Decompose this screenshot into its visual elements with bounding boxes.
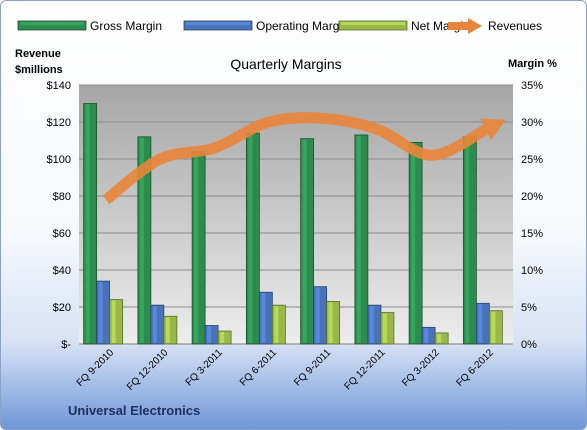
right-tick-label: 30% bbox=[521, 117, 543, 129]
operating-margin-bar bbox=[475, 302, 490, 345]
operating-margin-bar-highlight bbox=[315, 287, 320, 343]
legend: Gross Margin Operating Margin Net Margin Re… bbox=[17, 18, 542, 34]
operating-margin-bar bbox=[367, 304, 382, 345]
x-tick-label: FQ 3-2012 bbox=[400, 347, 442, 389]
revenue-arrowhead bbox=[480, 118, 506, 141]
legend-swatch-net-margin bbox=[338, 20, 408, 31]
operating-margin-bar bbox=[204, 325, 219, 345]
net-margin-bar-highlight bbox=[382, 313, 387, 343]
gross-margin-bar-highlight bbox=[85, 104, 90, 343]
gross-margin-bar bbox=[354, 134, 369, 345]
right-tick-label: 20% bbox=[521, 191, 543, 203]
operating-margin-bar bbox=[421, 326, 436, 345]
x-tick-label: FQ 6-2012 bbox=[454, 347, 496, 389]
right-axis-ticks: 0% 5% 10% 15% 20% 25% 30% 35% bbox=[521, 80, 543, 351]
legend-swatch-highlight-gross-margin bbox=[20, 22, 84, 25]
net-margin-bar-highlight bbox=[165, 317, 170, 343]
operating-margin-bar-highlight bbox=[207, 326, 212, 343]
net-margin-bar bbox=[380, 312, 395, 345]
operating-margin-bar-highlight bbox=[424, 328, 429, 343]
x-tick-label: FQ 12-2011 bbox=[343, 347, 388, 392]
legend-swatch-highlight-net-margin bbox=[341, 22, 405, 25]
legend-label-gross-margin: Gross Margin bbox=[90, 19, 162, 33]
x-tick-label: FQ 9-2011 bbox=[292, 347, 333, 388]
operating-margin-bar bbox=[258, 291, 273, 345]
operating-margin-bar bbox=[96, 280, 111, 345]
legend-swatch-operating-margin bbox=[183, 20, 253, 31]
gross-margin-bar-highlight bbox=[248, 134, 253, 343]
x-tick-label: FQ 3-2011 bbox=[184, 347, 225, 388]
right-tick-label: 15% bbox=[521, 228, 543, 240]
gross-margin-bar-highlight bbox=[411, 143, 416, 343]
net-margin-bar-highlight bbox=[437, 333, 442, 343]
left-axis-ticks: $- $20 $40 $60 $80 $100 $120 $140 bbox=[47, 80, 72, 351]
right-tick-label: 5% bbox=[521, 302, 537, 314]
right-axis-label: Margin % bbox=[508, 58, 557, 70]
operating-margin-bar bbox=[150, 304, 165, 345]
gross-margin-bar bbox=[191, 151, 206, 345]
revenue-line bbox=[102, 112, 506, 205]
left-tick-label: $140 bbox=[47, 80, 71, 92]
gross-margin-bar-highlight bbox=[194, 152, 199, 343]
left-axis-label-line2: $millions bbox=[15, 64, 63, 76]
left-tick-label: $- bbox=[61, 339, 71, 351]
legend-arrow-revenues bbox=[468, 18, 482, 34]
net-margin-bar-highlight bbox=[274, 306, 279, 343]
net-margin-bar bbox=[217, 330, 232, 345]
gross-margin-bar bbox=[300, 138, 315, 345]
net-margin-bar bbox=[109, 299, 124, 345]
left-tick-label: $100 bbox=[47, 154, 71, 166]
gross-margin-bar-highlight bbox=[139, 137, 144, 343]
right-tick-label: 0% bbox=[521, 339, 537, 351]
right-tick-label: 25% bbox=[521, 154, 543, 166]
net-margin-bar-highlight bbox=[111, 300, 116, 343]
net-margin-bar bbox=[163, 315, 178, 345]
gross-margin-bar bbox=[245, 132, 260, 345]
operating-margin-bar-highlight bbox=[98, 282, 103, 343]
chart-title: Quarterly Margins bbox=[230, 56, 341, 72]
legend-swatch-gross-margin bbox=[17, 20, 87, 31]
net-margin-bar bbox=[488, 310, 503, 345]
bars bbox=[83, 103, 503, 345]
gross-margin-bar bbox=[408, 141, 423, 345]
net-margin-bar-highlight bbox=[491, 311, 496, 343]
footer-title: Universal Electronics bbox=[68, 403, 201, 418]
revenue-line-path bbox=[102, 112, 489, 205]
left-tick-label: $20 bbox=[53, 302, 71, 314]
gross-margin-bar-highlight bbox=[465, 137, 470, 343]
operating-margin-bar-highlight bbox=[369, 306, 374, 343]
x-tick-label: FQ 9-2010 bbox=[75, 347, 117, 389]
gross-margin-bar-highlight bbox=[356, 135, 361, 343]
operating-margin-bar bbox=[313, 286, 328, 345]
net-margin-bar-highlight bbox=[220, 332, 225, 343]
legend-swatch-highlight-operating-margin bbox=[186, 22, 250, 25]
right-tick-label: 35% bbox=[521, 80, 543, 92]
net-margin-bar bbox=[326, 301, 341, 345]
left-tick-label: $60 bbox=[53, 228, 71, 240]
gross-margin-bar bbox=[83, 103, 98, 345]
gross-margin-bar bbox=[462, 136, 477, 345]
legend-label-revenues: Revenues bbox=[488, 19, 542, 33]
operating-margin-bar-highlight bbox=[152, 306, 157, 343]
left-tick-label: $120 bbox=[47, 117, 71, 129]
right-tick-label: 10% bbox=[521, 265, 543, 277]
net-margin-bar-highlight bbox=[328, 302, 333, 343]
operating-margin-bar-highlight bbox=[478, 304, 483, 343]
operating-margin-bar-highlight bbox=[261, 293, 266, 343]
left-tick-label: $80 bbox=[53, 191, 71, 203]
legend-label-operating-margin: Operating Margin bbox=[256, 19, 349, 33]
net-margin-bar bbox=[271, 304, 286, 345]
net-margin-bar bbox=[434, 332, 449, 345]
x-tick-label: FQ 12-2010 bbox=[125, 347, 171, 393]
gross-margin-bar-highlight bbox=[302, 139, 307, 343]
left-tick-label: $40 bbox=[53, 265, 71, 277]
x-axis-ticks: FQ 9-2010 FQ 12-2010 FQ 3-2011 FQ 6-2011 FQ … bbox=[75, 347, 497, 393]
plot-area bbox=[79, 85, 513, 344]
left-axis-label-line1: Revenue bbox=[15, 48, 61, 60]
x-tick-label: FQ 6-2011 bbox=[238, 347, 279, 388]
